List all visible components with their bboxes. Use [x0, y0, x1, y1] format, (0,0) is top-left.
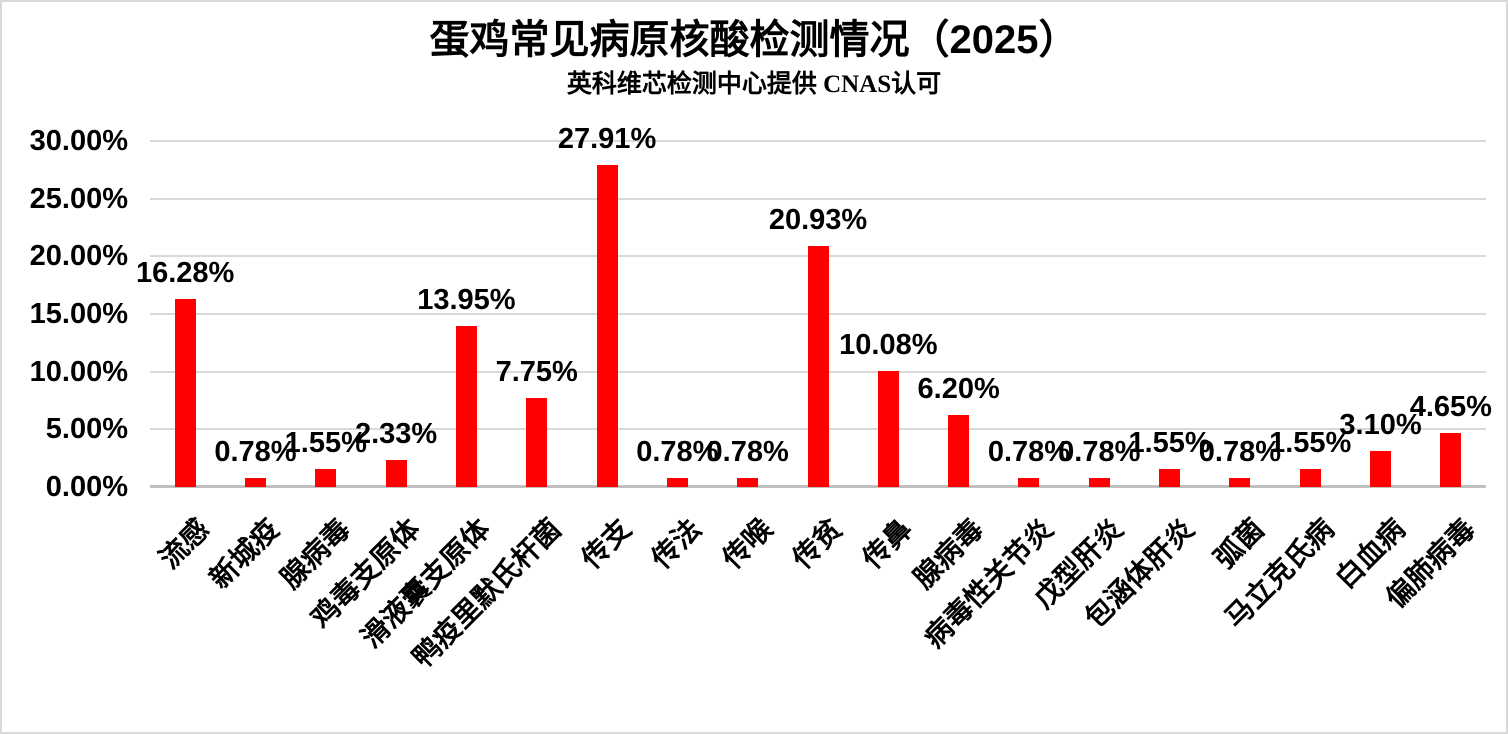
bar-value-label: 16.28% — [135, 257, 235, 289]
y-tick-label: 25.00% — [29, 182, 128, 215]
bar — [1299, 469, 1321, 487]
chart-subtitle: 英科维芯检测中心提供 CNAS认可 — [566, 71, 942, 98]
bar-value-label: 6.20% — [917, 373, 1000, 405]
bar — [1088, 478, 1110, 487]
x-category-label: 弧菌 — [1208, 513, 1270, 575]
bar-value-label: 0.78% — [706, 436, 789, 468]
bar — [737, 478, 759, 487]
bar-value-label: 1.55% — [1269, 427, 1352, 459]
y-tick-label: 10.00% — [29, 355, 128, 388]
bar-value-label: 27.91% — [557, 123, 657, 155]
bar — [666, 478, 688, 487]
bar — [1370, 451, 1392, 487]
bar-value-label: 4.65% — [1409, 391, 1492, 423]
bar-value-label: 0.78% — [214, 436, 297, 468]
bar — [1018, 478, 1040, 487]
gridline — [150, 197, 1486, 200]
x-category-label: 传支 — [575, 513, 637, 575]
bar-value-label: 0.78% — [987, 436, 1071, 468]
y-axis: 0.00% 5.00% 10.00% 15.00% 20.00% 25.00% 30.00% — [2, 126, 128, 502]
x-category-label: 传喉 — [716, 513, 778, 575]
x-category-label: 流感 — [153, 513, 216, 575]
bar — [1440, 433, 1462, 487]
y-tick-label: 0.00% — [45, 471, 128, 503]
x-axis: 流感 新城疫 腺病毒 鸡毒支原体 滑液囊支原体 鸭疫里默氏杆菌 传支 传法 传喉 传贫 传鼻 腺病毒病… — [2, 487, 1506, 732]
bar — [1159, 469, 1181, 487]
bar — [1229, 478, 1251, 487]
bar — [174, 299, 196, 487]
bar — [385, 460, 407, 487]
bar — [877, 371, 899, 487]
bar-value-label: 7.75% — [495, 356, 578, 388]
bar-value-label: 3.10% — [1339, 409, 1422, 441]
y-tick-label: 5.00% — [45, 413, 128, 446]
bar — [244, 478, 266, 487]
plot-area: 16.28% 0.78% 1.55% 2.33% 13.95% 7.75% 27.91% 0.… — [136, 124, 1492, 488]
chart-title: 蛋鸡常见病原核酸检测情况（2025） — [429, 18, 1079, 62]
bar-value-label: 2.33% — [354, 418, 438, 450]
x-category-label: 传贫 — [786, 513, 848, 575]
bar-value-label: 0.78% — [1058, 436, 1141, 468]
bar-value-label: 20.93% — [768, 204, 868, 236]
bar-value-label: 13.95% — [417, 284, 516, 316]
x-category-label: 新城疫 — [204, 513, 286, 595]
x-category-label: 传法 — [645, 513, 708, 575]
bar — [315, 469, 337, 487]
y-tick-label: 20.00% — [29, 240, 128, 273]
bar — [596, 165, 618, 487]
x-category-label: 传鼻 — [856, 513, 919, 575]
bar — [807, 246, 829, 487]
y-tick-label: 15.00% — [29, 298, 128, 330]
bar-value-label: 0.78% — [1198, 436, 1282, 468]
y-tick-label: 30.00% — [29, 125, 128, 157]
bar-value-label: 10.08% — [839, 329, 938, 361]
bar-value-label: 1.55% — [1128, 427, 1211, 459]
bar-value-label: 0.78% — [636, 436, 719, 468]
bar-value-label: 1.55% — [284, 427, 367, 459]
bar — [455, 326, 477, 487]
bar — [526, 398, 548, 487]
gridline — [150, 140, 1486, 142]
bar — [948, 415, 970, 487]
